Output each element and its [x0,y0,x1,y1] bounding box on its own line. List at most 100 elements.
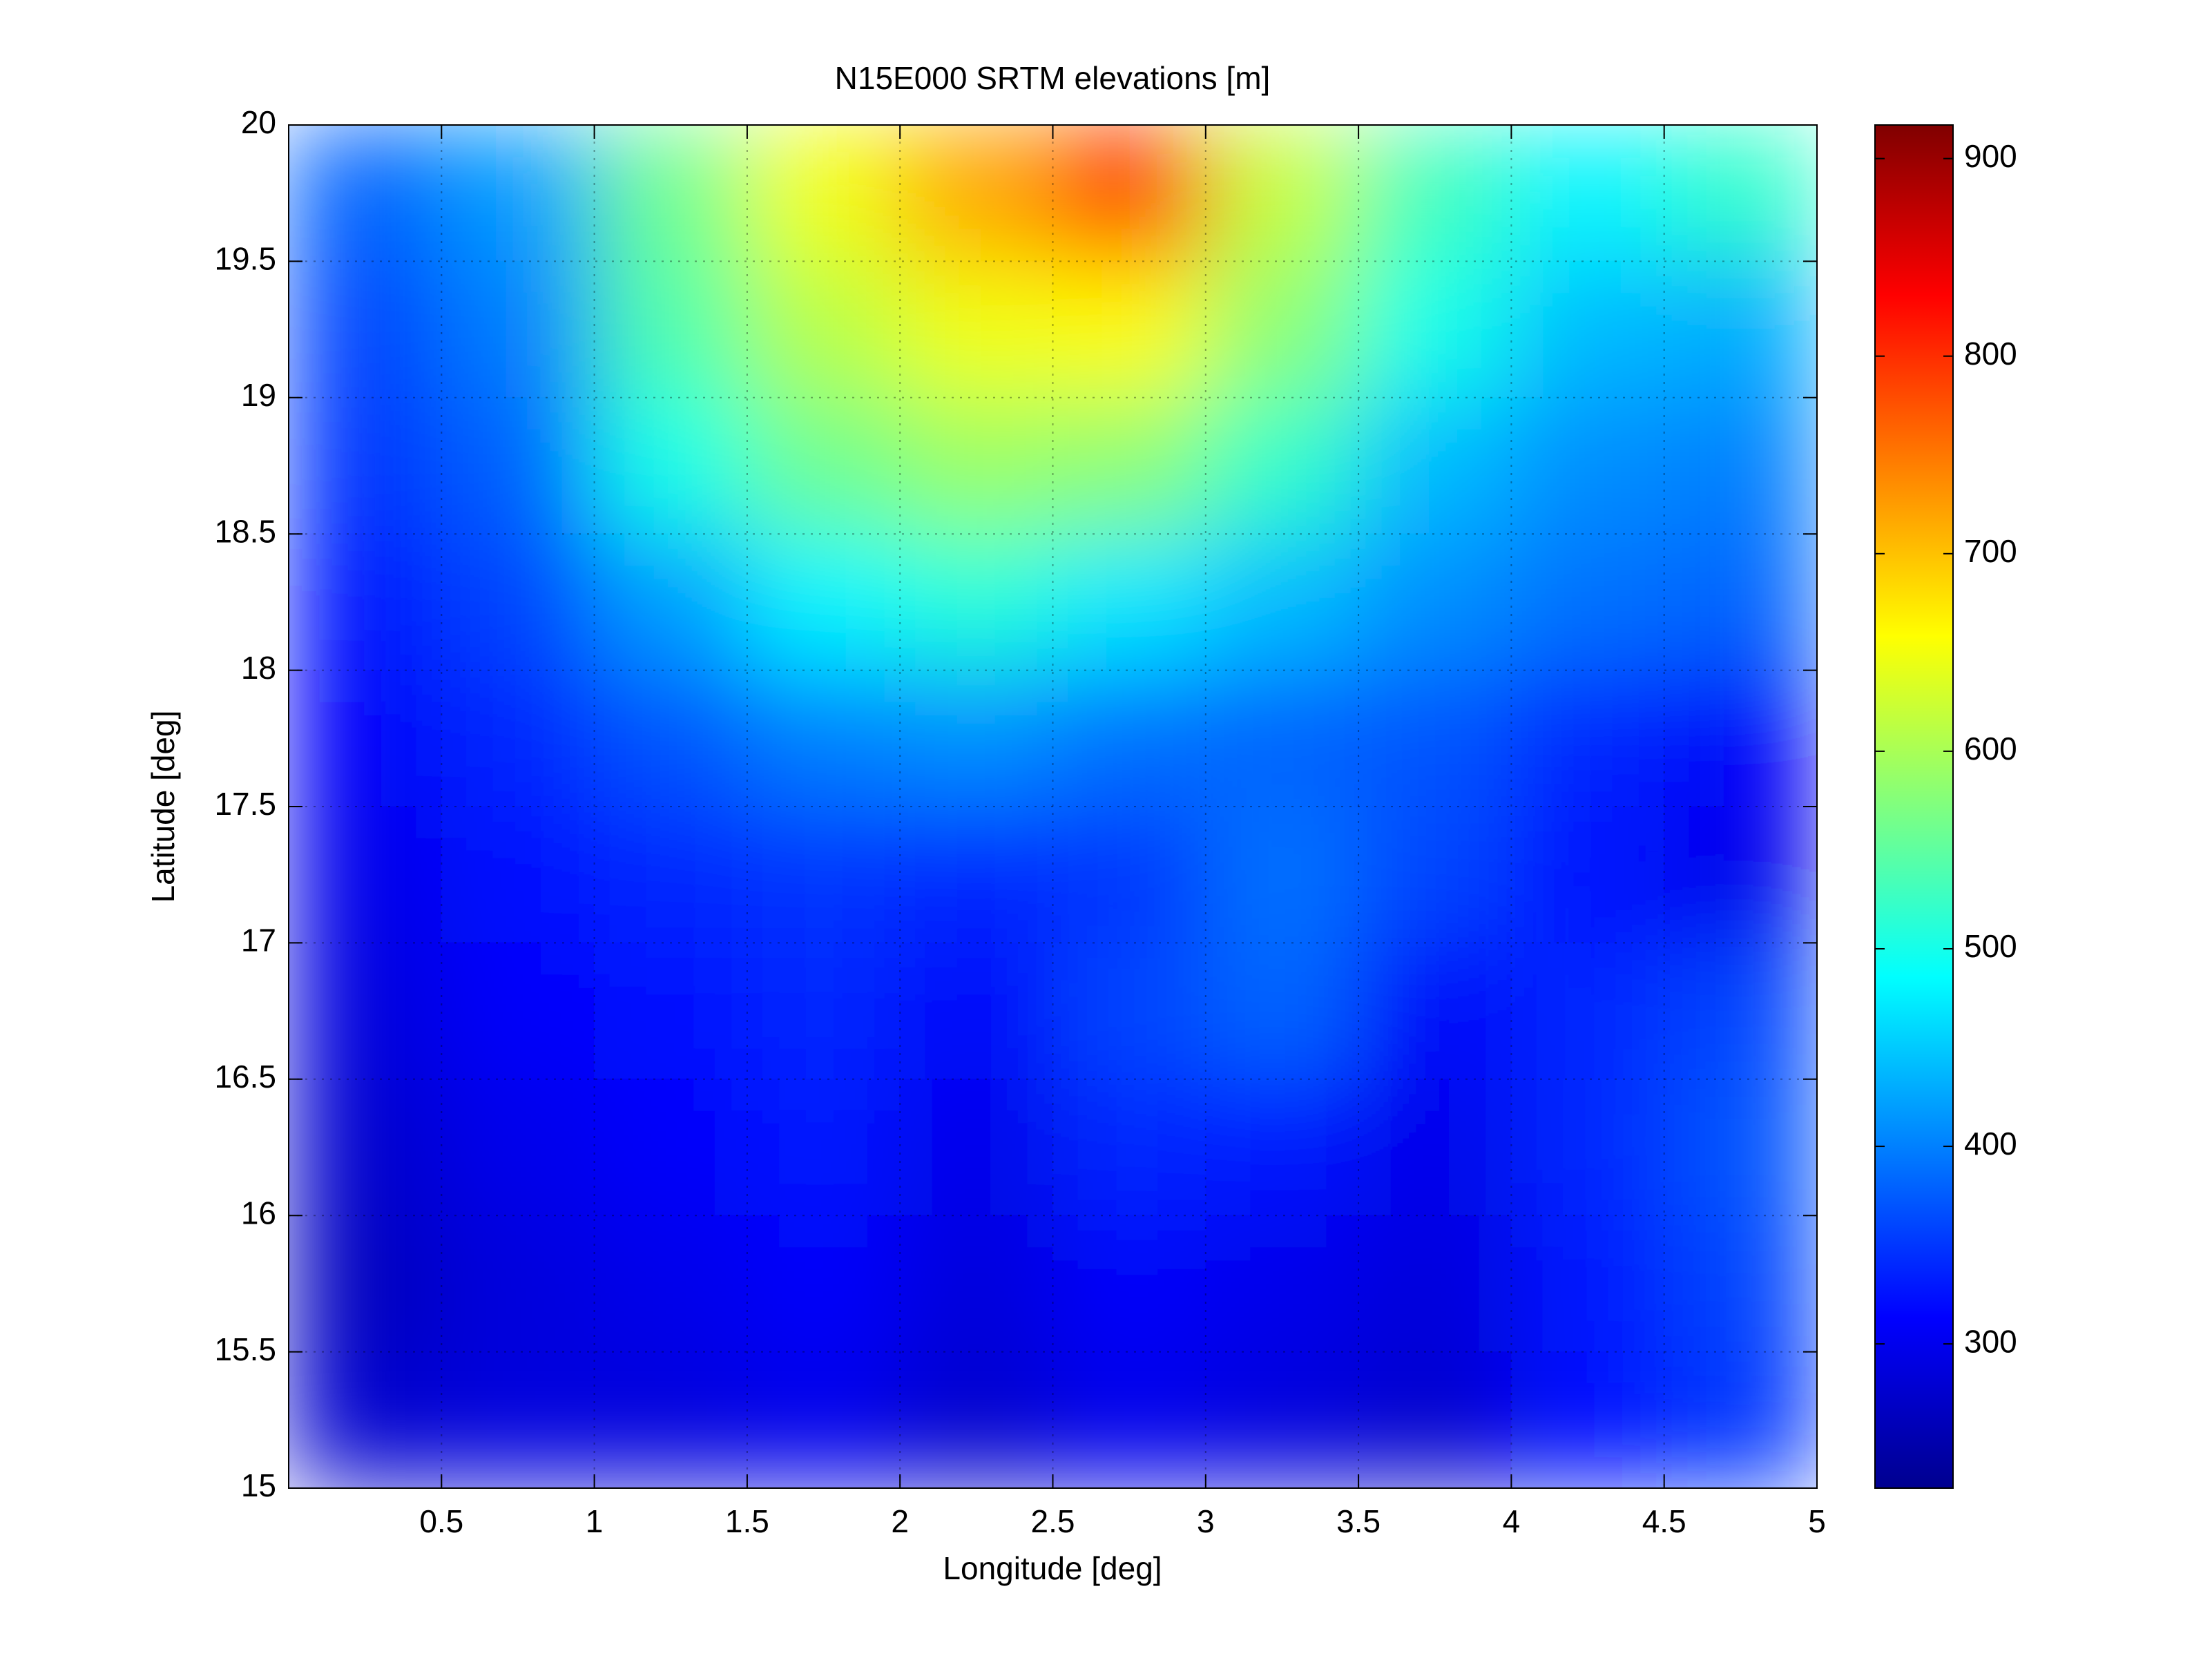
heatmap-cell [289,1351,442,1488]
heatmap-cell [899,1079,1053,1216]
heatmap-cell [1052,806,1206,943]
heatmap-cell [747,1351,901,1488]
heatmap-cell [1052,670,1206,807]
heatmap-cell [441,125,595,262]
heatmap-cell [441,1351,595,1488]
heatmap-cell [1052,1079,1206,1216]
heatmap-cell [1205,1351,1359,1488]
heatmap-cell [1205,670,1359,807]
x-tick-label: 1.5 [725,1503,769,1539]
heatmap-cell [441,1079,595,1216]
x-tick-label: 2 [891,1503,909,1539]
heatmap-cell [1510,125,1665,262]
x-tick-label: 4.5 [1642,1503,1686,1539]
heatmap-cell [1358,806,1512,943]
heatmap-cell [594,1215,748,1353]
heatmap-cell [1358,125,1512,262]
heatmap-cell [1358,1079,1512,1216]
heatmap-cell [594,533,748,671]
heatmap-cell [594,125,748,262]
heatmap-cell [1205,806,1359,943]
colorbar [1874,124,1954,1489]
heatmap-cell [1664,533,1817,671]
heatmap-cell [289,806,442,943]
heatmap-cell [594,397,748,534]
heatmap-cell [1205,1215,1359,1353]
axes: 0.5 1 1.5 2 2.5 3 3.5 4 4.5 5 15 15.5 16 16.5 17 17.5 18… [214,104,1825,1539]
heatmap-cell [289,942,442,1080]
heatmap-cells [289,125,1817,1488]
heatmap-cell [1205,1079,1359,1216]
heatmap-cell [747,806,901,943]
heatmap-cell [1664,670,1817,807]
heatmap-cell [1510,1079,1665,1216]
heatmap-cell [1358,397,1512,534]
y-tick-label: 16 [241,1195,276,1231]
heatmap-cell [594,942,748,1080]
heatmap-cell [1052,942,1206,1080]
heatmap-cell [1205,533,1359,671]
heatmap-cell [441,533,595,671]
heatmap-cell [1358,942,1512,1080]
x-axis-label: Longitude [deg] [943,1550,1162,1586]
heatmap-cell [1510,1215,1665,1353]
heatmap-cell [747,533,901,671]
heatmap-cell [899,942,1053,1080]
heatmap-cell [289,125,442,262]
heatmap-cell [1052,1351,1206,1488]
y-tick-label: 17.5 [214,786,276,822]
heatmap-cell [1358,1351,1512,1488]
heatmap-cell [441,397,595,534]
colorbar-tick-label: 900 [1964,138,2017,174]
heatmap-cell [1510,397,1665,534]
x-tick-label: 3.5 [1336,1503,1381,1539]
colorbar-tick-label: 600 [1964,731,2017,767]
heatmap-cell [899,260,1053,398]
heatmap-cell [1205,260,1359,398]
heatmap-cell [1664,806,1817,943]
x-tick-label: 3 [1197,1503,1215,1539]
heatmap-cell [289,1079,442,1216]
heatmap-cell [747,125,901,262]
heatmap-cell [747,670,901,807]
heatmap-cell [1664,397,1817,534]
colorbar-tick-label: 400 [1964,1126,2017,1161]
y-tick-label: 15.5 [214,1331,276,1367]
y-tick-label: 19 [241,377,276,413]
heatmap-cell [1358,1215,1512,1353]
heatmap-cell [1510,1351,1665,1488]
heatmap-cell [1205,942,1359,1080]
heatmap-cell [1358,670,1512,807]
y-tick-label: 16.5 [214,1059,276,1095]
heatmap-cell [1510,806,1665,943]
heatmap-cell [1510,670,1665,807]
heatmap-cell [1664,260,1817,398]
heatmap-cell [441,670,595,807]
heatmap [289,125,1817,1488]
heatmap-cell [1510,942,1665,1080]
heatmap-cell [747,397,901,534]
heatmap-cell [1052,260,1206,398]
colorbar-tick-label: 300 [1964,1323,2017,1359]
x-tick-label: 1 [586,1503,604,1539]
heatmap-cell [441,260,595,398]
heatmap-cell [1664,1351,1817,1488]
heatmap-cell [289,1215,442,1353]
x-tick-label: 5 [1808,1503,1826,1539]
heatmap-cell [441,806,595,943]
heatmap-cell [1052,125,1206,262]
heatmap-cell [1052,1215,1206,1353]
heatmap-cell [899,670,1053,807]
y-tick-label: 20 [241,104,276,140]
heatmap-cell [1358,533,1512,671]
y-tick-label: 18 [241,650,276,686]
heatmap-cell [1664,125,1817,262]
y-tick-label: 15 [241,1467,276,1503]
colorbar-tick-label: 700 [1964,533,2017,569]
heatmap-cell [289,260,442,398]
heatmap-cell [594,806,748,943]
heatmap-cell [747,942,901,1080]
heatmap-cell [899,1215,1053,1353]
x-tick-label: 0.5 [419,1503,463,1539]
